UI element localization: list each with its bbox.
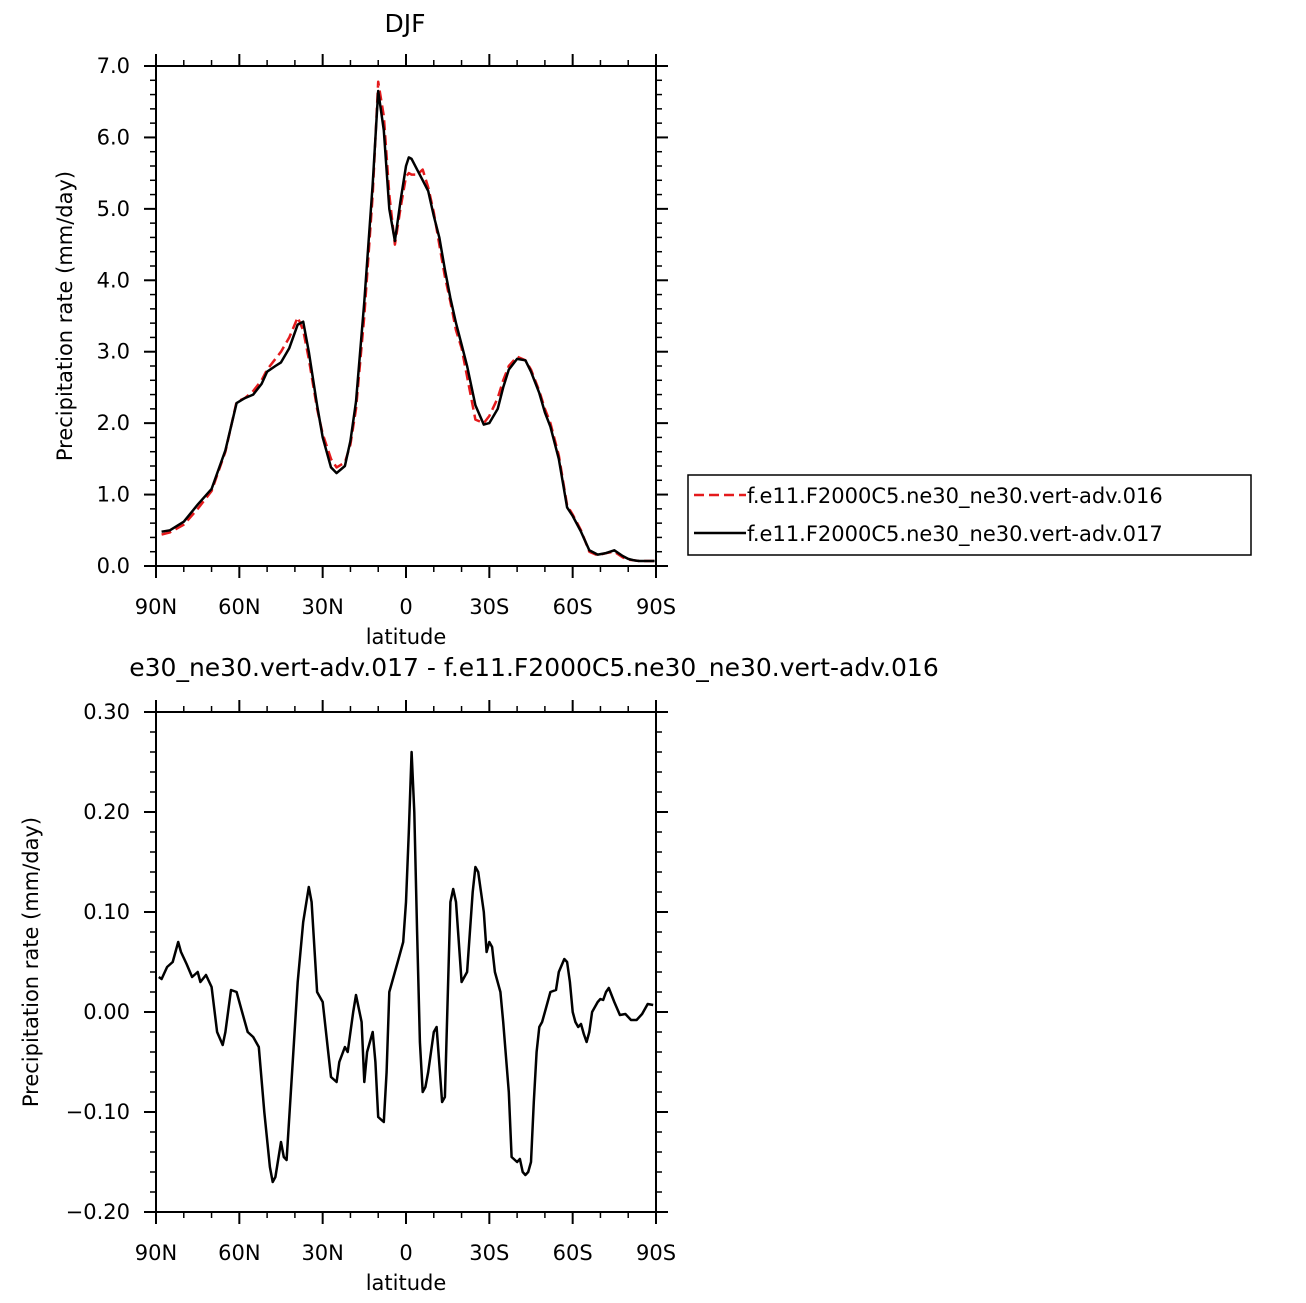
x-tick-label: 90N — [135, 595, 177, 619]
y-tick-label: 0.00 — [83, 1000, 130, 1024]
y-tick-label: 7.0 — [97, 54, 130, 78]
x-tick-label: 0 — [399, 1241, 412, 1265]
y-tick-label: 3.0 — [97, 340, 130, 364]
x-tick-label: 0 — [399, 595, 412, 619]
x-tick-label: 30S — [469, 1241, 509, 1265]
legend-label: f.e11.F2000C5.ne30_ne30.vert-adv.017 — [747, 522, 1163, 547]
y-tick-label: 5.0 — [97, 197, 130, 221]
plot-frame — [155, 65, 657, 567]
x-tick-label: 30N — [301, 595, 343, 619]
x-tick-label: 60S — [553, 595, 593, 619]
x-tick-label: 60S — [553, 1241, 593, 1265]
series-line-016 — [161, 80, 655, 563]
x-tick-label: 90S — [636, 1241, 676, 1265]
x-tick-label: 90N — [135, 1241, 177, 1265]
x-tick-label: 90S — [636, 595, 676, 619]
series-line-017 — [158, 750, 654, 1184]
y-tick-label: 0.10 — [83, 900, 130, 924]
x-tick-label: 30N — [301, 1241, 343, 1265]
chart-title: e30_ne30.vert-adv.017 - f.e11.F2000C5.ne… — [129, 653, 938, 682]
x-tick-label: 60N — [218, 595, 260, 619]
y-tick-label: 0.20 — [83, 800, 130, 824]
y-axis-label: Precipitation rate (mm/day) — [53, 171, 77, 461]
top-panel-precip-comparison: 90N 60N 30N 0 30S 60S 90S 0.0 1.0 2.0 3.0 4.0 5.0 6.0… — [53, 9, 1252, 649]
y-tick-label: −0.10 — [66, 1100, 130, 1124]
x-tick-label: 30S — [469, 595, 509, 619]
x-axis-label: latitude — [366, 1271, 447, 1295]
y-tick-label: 0.0 — [97, 554, 130, 578]
y-tick-label: 0.30 — [83, 700, 130, 724]
y-tick-label: 4.0 — [97, 268, 130, 292]
bottom-panel-precip-difference: 90N 60N 30N 0 30S 60S 90S −0.20 −0.10 0.00 0.10 0.2… — [19, 653, 939, 1295]
y-tick-label: 6.0 — [97, 125, 130, 149]
x-axis-label: latitude — [366, 625, 447, 649]
y-tick-label: 2.0 — [97, 411, 130, 435]
x-tick-label: 60N — [218, 1241, 260, 1265]
plot-frame — [155, 711, 657, 1213]
series-line-017 — [161, 89, 655, 563]
legend-box — [687, 474, 1252, 556]
legend-label: f.e11.F2000C5.ne30_ne30.vert-adv.016 — [747, 484, 1163, 509]
y-axis-label: Precipitation rate (mm/day) — [19, 817, 43, 1107]
y-tick-label: 1.0 — [97, 483, 130, 507]
y-tick-label: −0.20 — [66, 1200, 130, 1224]
chart-title: DJF — [384, 9, 425, 38]
